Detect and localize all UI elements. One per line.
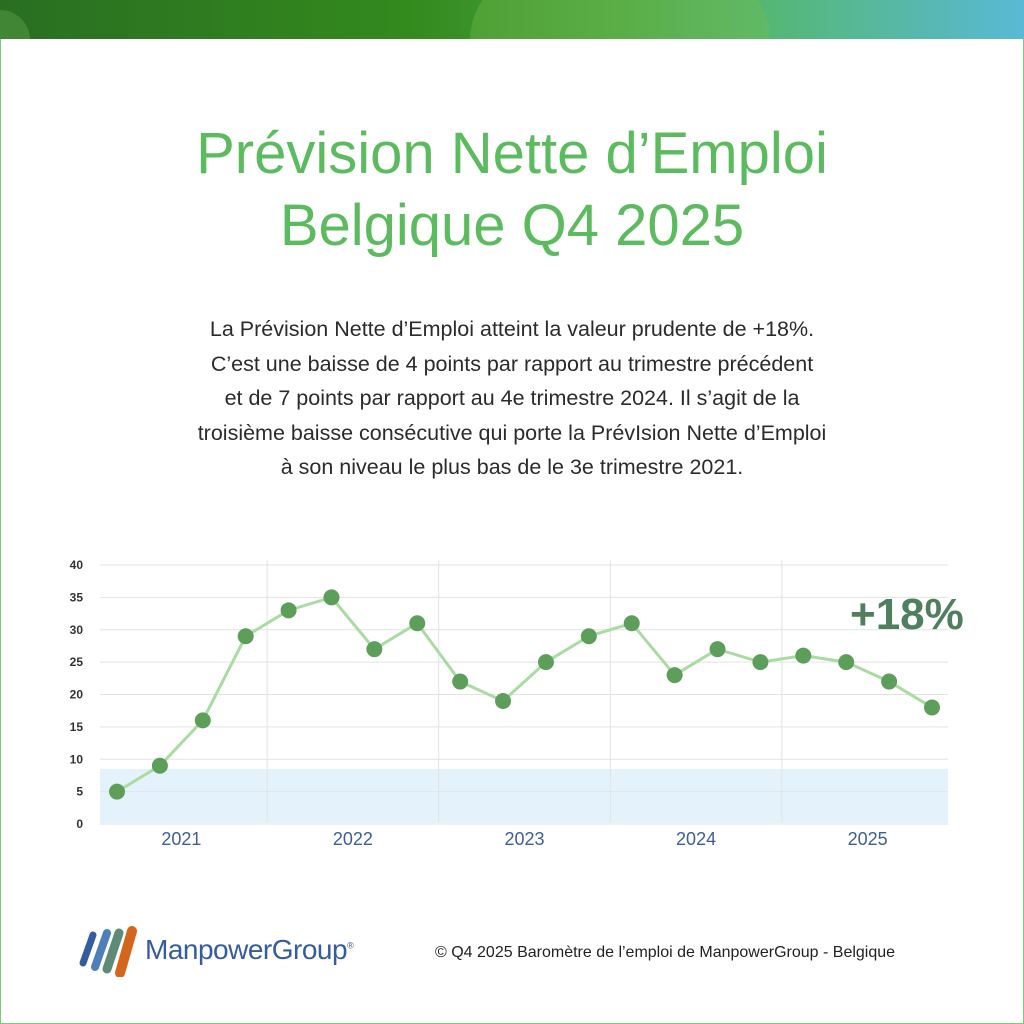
data-point [709,641,726,658]
x-year-label: 2023 [504,829,544,849]
data-point [537,654,554,671]
highlight-value: +18% [850,590,964,639]
y-tick-label: 5 [76,785,83,799]
shaded-band [100,768,948,823]
data-point [580,628,597,645]
y-tick-label: 20 [70,688,84,702]
y-tick-label: 35 [70,590,84,604]
description-line: C’est une baisse de 4 points par rapport… [210,351,814,376]
description-line: à son niveau le plus bas de le 3e trimes… [280,455,744,479]
y-tick-label: 0 [76,817,83,831]
data-point [409,615,426,632]
x-year-label: 2024 [676,829,716,849]
banner-decoration [0,10,30,39]
data-point [838,654,855,671]
y-tick-label: 25 [70,655,84,669]
data-point [194,712,211,729]
data-point [237,628,254,645]
y-tick-label: 10 [70,752,84,766]
data-point [924,699,940,716]
header-banner [0,0,1024,39]
description-line: troisième baisse consécutive qui porte l… [197,420,827,445]
banner-decoration [470,0,770,39]
data-point [109,783,125,800]
title-line-2: Belgique Q4 2025 [279,193,745,258]
description-paragraph: La Prévision Nette d’Emploi atteint la v… [80,312,944,485]
manpowergroup-logo: ManpowerGroup® [75,920,354,980]
data-point [752,654,769,671]
logo-stripes-icon [79,926,137,977]
data-point [151,757,168,774]
y-tick-label: 15 [70,720,84,734]
x-year-label: 2022 [333,829,373,849]
title-line-1: Prévision Nette d’Emploi [196,121,828,186]
page-title: Prévision Nette d’Emploi Belgique Q4 202… [0,118,1024,262]
data-point [323,589,340,606]
data-point [495,692,512,709]
description-line: et de 7 points par rapport au 4e trimest… [224,386,800,410]
data-point [881,673,898,690]
data-point [366,641,383,658]
data-point [623,615,640,632]
y-tick-label: 30 [70,623,84,637]
x-year-label: 2021 [161,829,201,849]
data-point [666,667,683,684]
data-point [452,673,469,690]
data-point [280,602,297,619]
y-tick-label: 40 [70,558,84,572]
description-line: La Prévision Nette d’Emploi atteint la v… [209,317,815,341]
copyright-notice: © Q4 2025 Baromètre de l’emploi de Manpo… [435,944,896,961]
x-year-label: 2025 [848,829,888,849]
data-point [795,647,812,664]
logo-wordmark: ManpowerGroup® [145,934,354,965]
